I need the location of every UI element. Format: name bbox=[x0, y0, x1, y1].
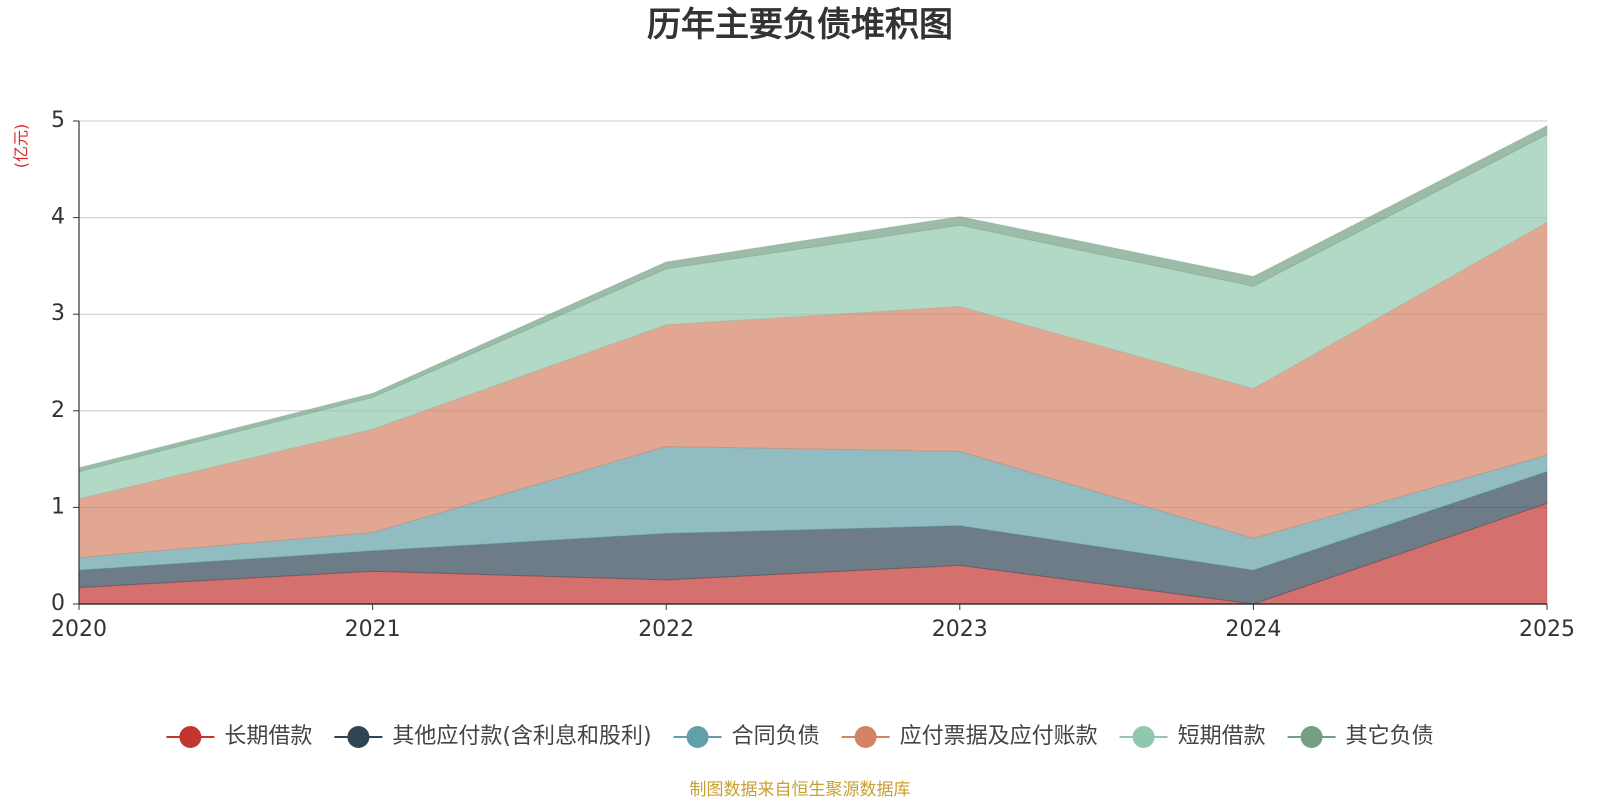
x-tick-label: 2024 bbox=[1225, 617, 1281, 642]
area-series bbox=[78, 124, 1548, 605]
axes: 0 1 2 3 4 5 2020 2021 2022 2023 2024 2025 bbox=[51, 108, 1575, 642]
legend-circle-marker bbox=[347, 726, 370, 748]
legend-item[interactable]: 短期借款 bbox=[1119, 724, 1266, 749]
area-series-其它负债 bbox=[78, 124, 1548, 473]
x-tick-label: 2021 bbox=[345, 617, 401, 642]
legend-circle-marker bbox=[854, 726, 877, 748]
legend-circle-marker bbox=[1132, 726, 1155, 748]
legend-label: 长期借款 bbox=[224, 724, 312, 749]
legend-label: 合同负债 bbox=[732, 724, 820, 749]
y-axis-unit-label: (亿元) bbox=[12, 124, 31, 169]
legend-item[interactable]: 长期借款 bbox=[166, 724, 312, 749]
y-tick-label: 3 bbox=[51, 301, 65, 326]
x-tick-label: 2023 bbox=[932, 617, 988, 642]
y-tick-label: 1 bbox=[51, 494, 65, 519]
x-tick-label: 2025 bbox=[1519, 617, 1575, 642]
legend-label: 短期借款 bbox=[1178, 724, 1266, 749]
x-tick-label: 2022 bbox=[638, 617, 694, 642]
y-tick-label: 4 bbox=[51, 205, 65, 230]
legend-circle-marker bbox=[1300, 726, 1323, 748]
legend-item[interactable]: 其他应付款(含利息和股利) bbox=[334, 724, 652, 749]
y-tick-label: 2 bbox=[51, 398, 65, 423]
legend-item[interactable]: 其它负债 bbox=[1287, 724, 1434, 749]
chart-title: 历年主要负债堆积图 bbox=[647, 5, 953, 45]
legend-item[interactable]: 应付票据及应付账款 bbox=[841, 724, 1098, 749]
legend-circle-marker bbox=[179, 726, 202, 748]
legend-label: 其它负债 bbox=[1346, 724, 1434, 749]
legend: 长期借款 其他应付款(含利息和股利) 合同负债 应付票据及应付账款 短期借款 其它负债 bbox=[166, 724, 1434, 749]
y-tick-label: 0 bbox=[51, 591, 65, 616]
x-tick-label: 2020 bbox=[51, 617, 107, 642]
legend-item[interactable]: 合同负债 bbox=[673, 724, 820, 749]
y-tick-label: 5 bbox=[51, 108, 65, 133]
legend-circle-marker bbox=[686, 726, 709, 748]
legend-label: 其他应付款(含利息和股利) bbox=[392, 724, 651, 749]
data-source-note: 制图数据来自恒生聚源数据库 bbox=[690, 780, 911, 800]
legend-label: 应付票据及应付账款 bbox=[900, 724, 1098, 749]
